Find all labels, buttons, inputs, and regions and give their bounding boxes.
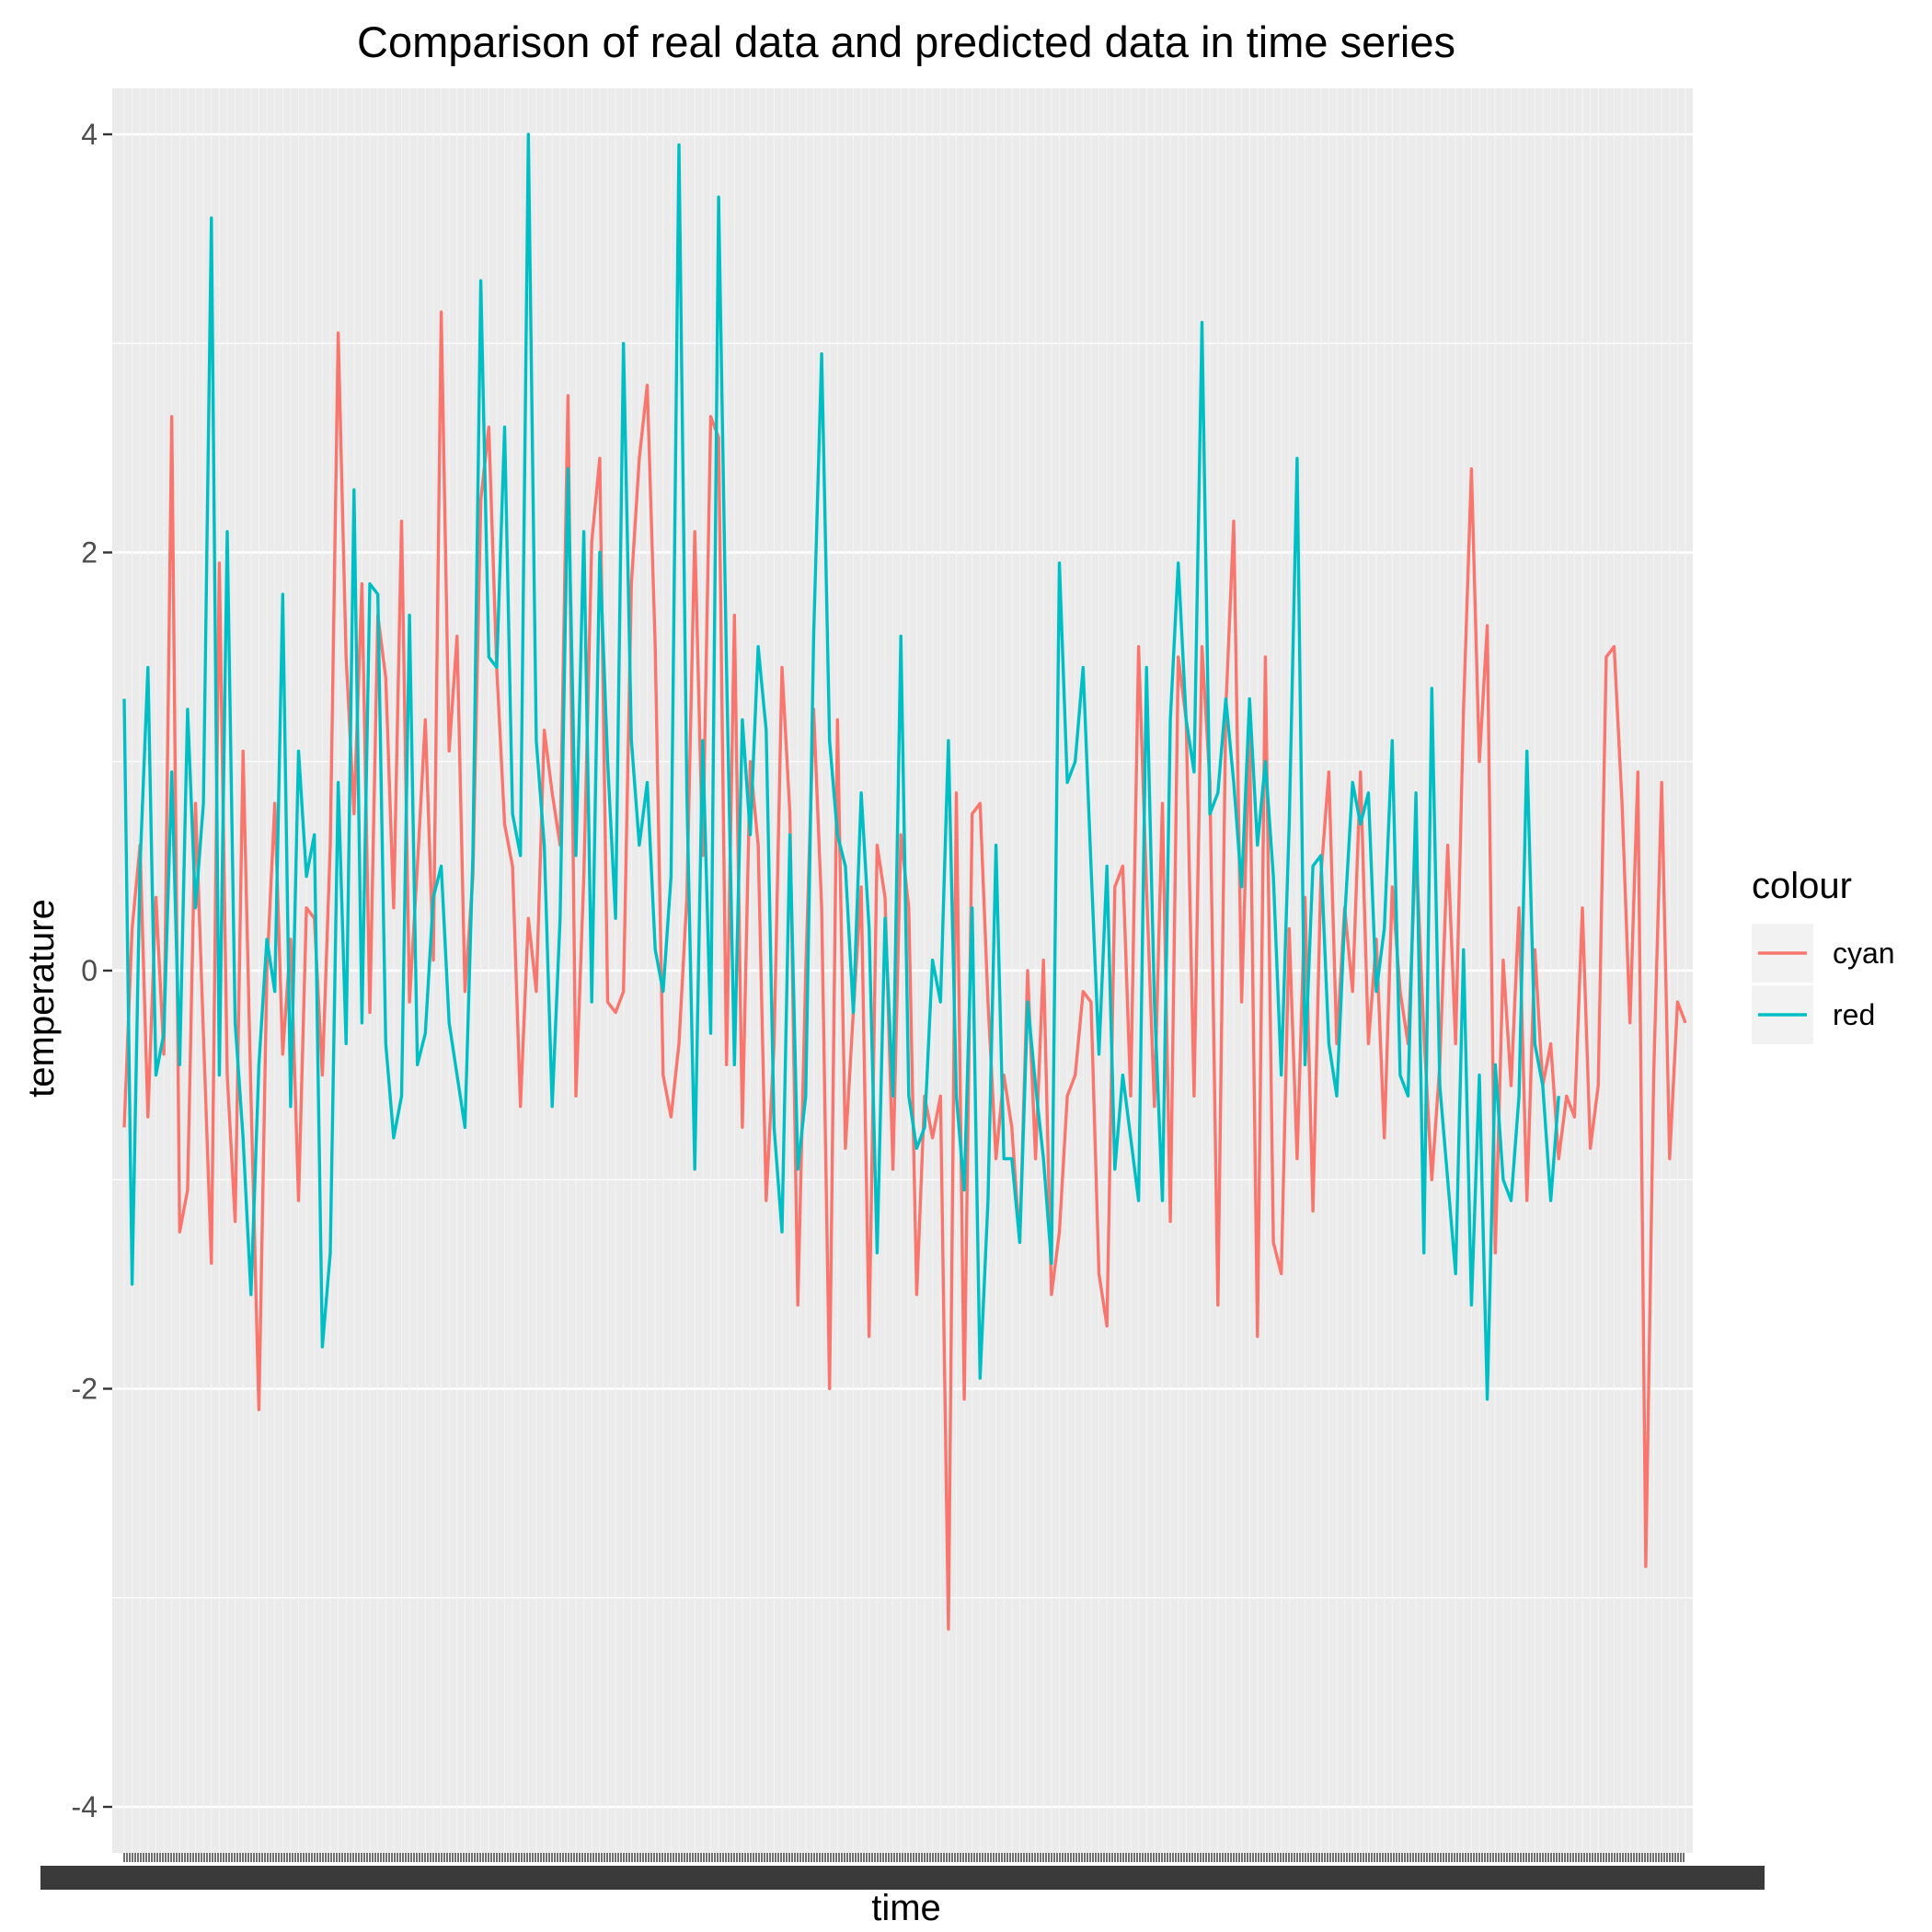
y-axis: -4 -2 0 2 4 [72,118,112,1823]
y-tick-label: -2 [72,1373,98,1406]
legend-title: colour [1752,866,1852,906]
x-axis [40,1853,1765,1890]
x-tick-labels-band [40,1866,1765,1890]
legend-label-cyan: cyan [1833,937,1895,970]
legend-label-red: red [1833,998,1875,1031]
series-lines [122,132,1687,1631]
y-tick-label: 4 [81,118,98,151]
series-line-red [122,132,1560,1401]
y-tick-label: 2 [81,536,98,569]
y-tick-label: -4 [72,1790,98,1823]
y-axis-title: temperature [21,899,62,1098]
y-tick-label: 0 [81,954,98,987]
legend: colour cyan red [1752,866,1895,1044]
chart-title: Comparison of real data and predicted da… [357,17,1455,66]
x-axis-title: time [871,1888,941,1928]
